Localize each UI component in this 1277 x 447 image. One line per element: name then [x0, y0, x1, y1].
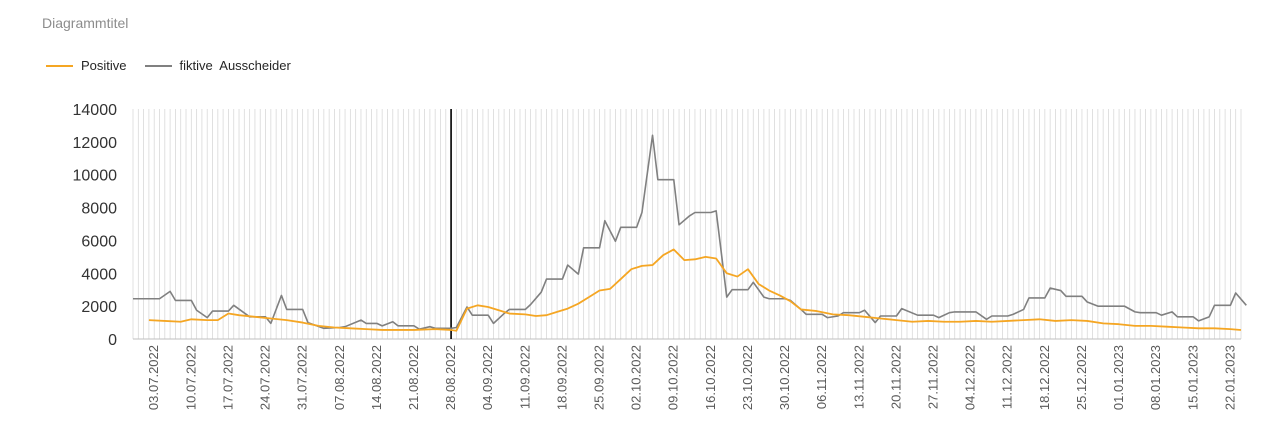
- x-tick-label: 03.07.2022: [146, 345, 161, 410]
- chart-legend: Positive fiktive Ausscheider: [46, 58, 309, 73]
- x-tick-label: 11.09.2022: [517, 345, 532, 409]
- x-tick-label: 07.08.2022: [332, 345, 347, 410]
- x-tick-label: 28.08.2022: [443, 345, 458, 410]
- y-tick-label: 8000: [81, 201, 117, 218]
- x-tick-label: 08.01.2023: [1148, 345, 1163, 410]
- x-tick-label: 16.10.2022: [703, 345, 718, 410]
- y-tick-label: 14000: [73, 102, 118, 119]
- legend-swatch-positive: [46, 64, 73, 67]
- x-tick-label: 17.07.2022: [220, 345, 235, 410]
- legend-swatch-ausscheider: [144, 64, 172, 67]
- x-tick-label: 21.08.2022: [406, 345, 421, 410]
- y-tick-label: 6000: [81, 233, 117, 250]
- x-tick-label: 25.09.2022: [592, 345, 607, 410]
- legend-label-ausscheider: fiktive Ausscheider: [179, 58, 291, 73]
- x-tick-label: 14.08.2022: [369, 345, 384, 410]
- x-tick-label: 24.07.2022: [258, 345, 273, 410]
- x-tick-label: 04.12.2022: [963, 345, 978, 410]
- x-tick-label: 15.01.2023: [1185, 345, 1200, 410]
- x-tick-label: 31.07.2022: [295, 345, 310, 410]
- y-tick-label: 10000: [73, 168, 118, 185]
- x-tick-label: 09.10.2022: [666, 345, 681, 410]
- chart-title: Diagrammtitel: [42, 15, 129, 31]
- x-tick-label: 10.07.2022: [183, 345, 198, 410]
- series-line-positive: [148, 248, 1242, 332]
- series-line-ausscheider: [133, 134, 1247, 330]
- legend-label-positive: Positive: [81, 58, 127, 73]
- x-tick-label: 13.11.2022: [851, 345, 866, 409]
- x-tick-label: 25.12.2022: [1074, 345, 1089, 410]
- legend-item-ausscheider: fiktive Ausscheider: [144, 58, 291, 73]
- x-tick-label: 30.10.2022: [777, 345, 792, 410]
- x-tick-label: 20.11.2022: [888, 345, 903, 409]
- legend-item-positive: Positive: [46, 58, 127, 73]
- x-tick-label: 01.01.2023: [1111, 345, 1126, 410]
- x-tick-label: 06.11.2022: [814, 345, 829, 409]
- x-tick-label: 27.11.2022: [926, 345, 941, 409]
- y-tick-label: 0: [108, 332, 117, 349]
- x-tick-label: 04.09.2022: [480, 345, 495, 410]
- x-tick-label: 02.10.2022: [629, 345, 644, 410]
- x-tick-label: 18.12.2022: [1037, 345, 1052, 410]
- x-tick-label: 22.01.2023: [1222, 345, 1237, 410]
- y-tick-label: 4000: [81, 266, 117, 283]
- x-tick-label: 11.12.2022: [1000, 345, 1015, 409]
- y-tick-label: 12000: [73, 135, 118, 152]
- y-tick-label: 2000: [81, 299, 117, 316]
- x-tick-label: 23.10.2022: [740, 345, 755, 410]
- x-tick-label: 18.09.2022: [554, 345, 569, 410]
